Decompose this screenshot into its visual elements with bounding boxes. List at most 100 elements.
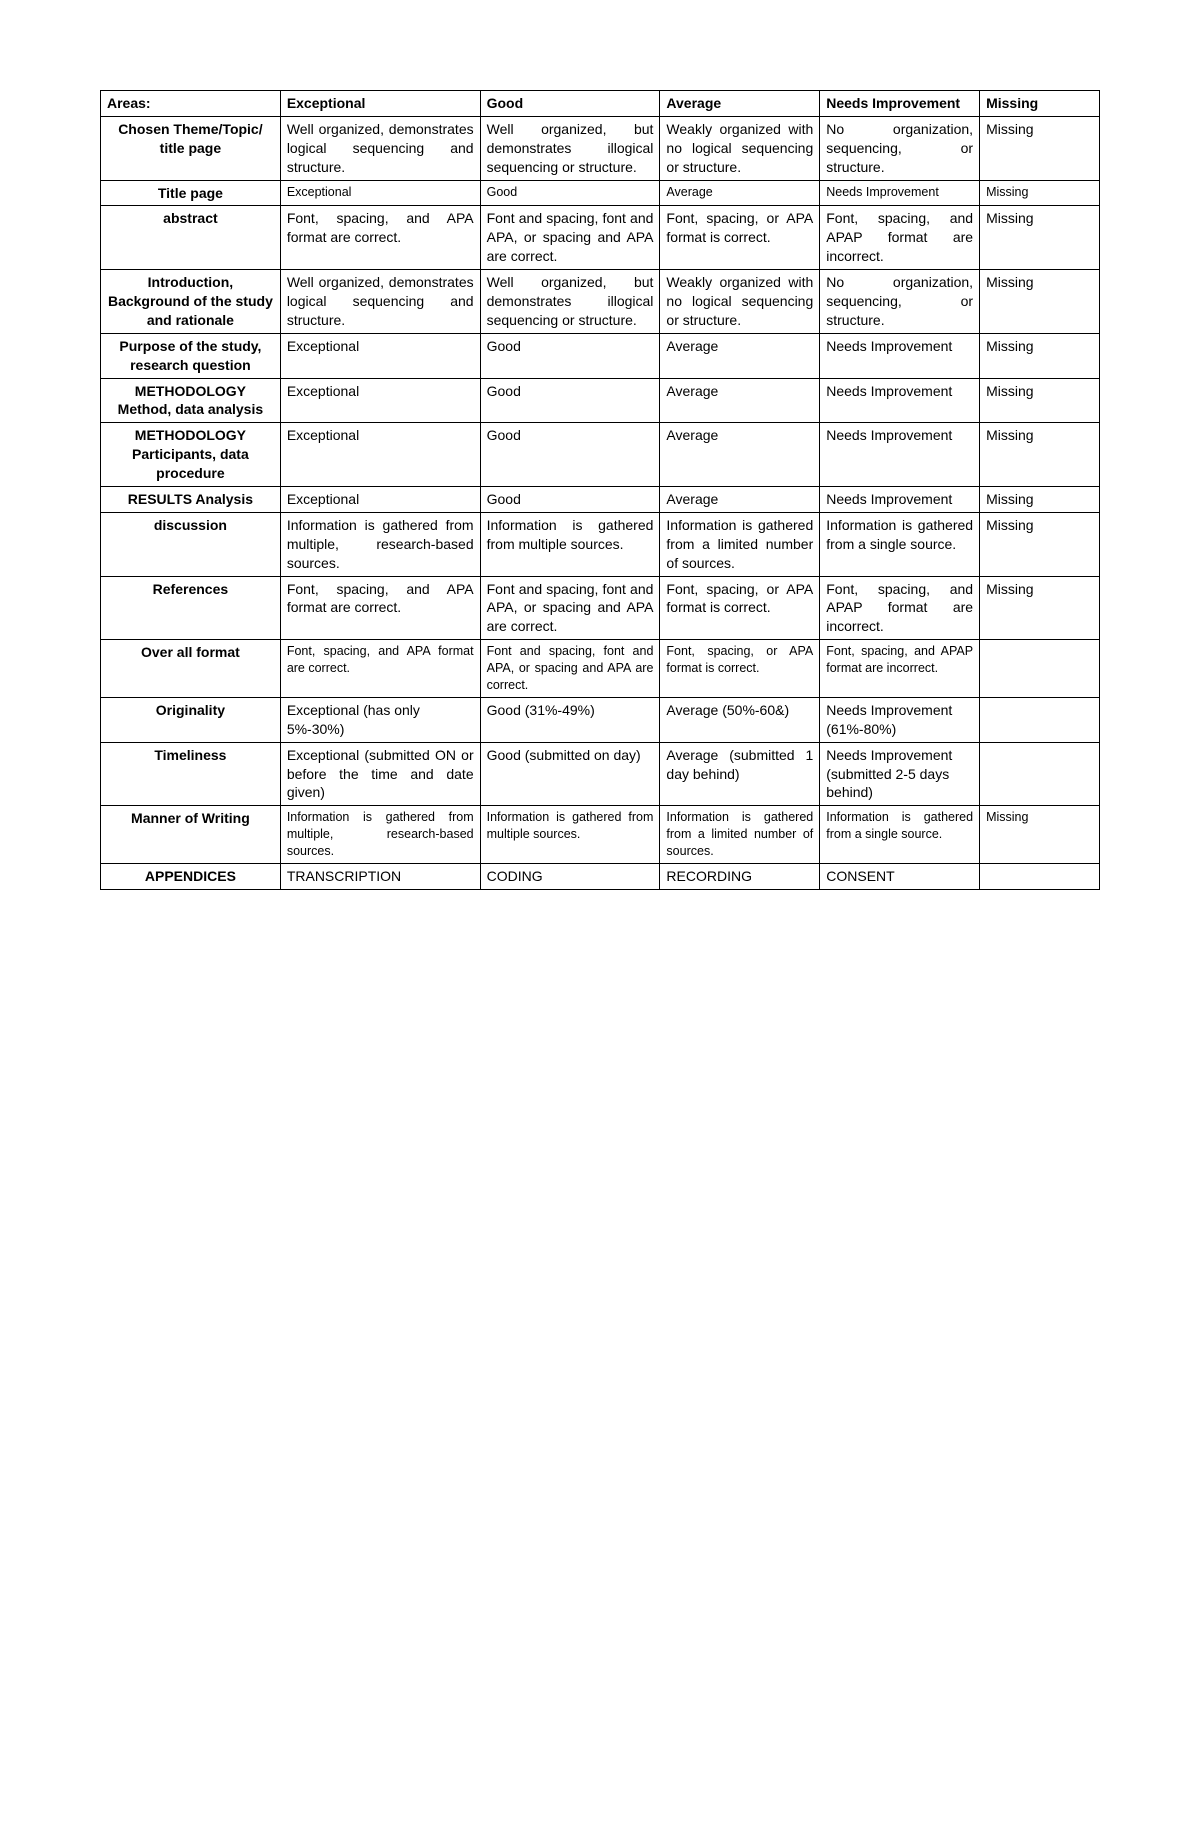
rating-cell: Weakly organized with no logical sequenc… [660,116,820,180]
area-cell: Title page [101,180,281,206]
rating-cell: Font, spacing, or APA format is correct. [660,206,820,270]
area-cell: METHODOLOGY Method, data analysis [101,378,281,423]
rating-cell: Well organized, demonstrates logical seq… [280,270,480,334]
rating-cell: Missing [980,180,1100,206]
rating-cell: TRANSCRIPTION [280,863,480,889]
col-areas: Areas: [101,91,281,117]
rating-cell: Information is gathered from multiple so… [480,512,660,576]
rating-cell: Average [660,333,820,378]
area-cell: discussion [101,512,281,576]
rating-cell: Average [660,423,820,487]
rating-cell: Needs Improvement [820,180,980,206]
table-row: METHODOLOGY Method, data analysisExcepti… [101,378,1100,423]
rating-cell: Good (31%-49%) [480,697,660,742]
rubric-table: Areas: Exceptional Good Average Needs Im… [100,90,1100,890]
table-row: OriginalityExceptional (has only 5%-30%)… [101,697,1100,742]
rating-cell: Needs Improvement (61%-80%) [820,697,980,742]
rating-cell: Font, spacing, and APAP format are incor… [820,640,980,698]
area-cell: RESULTS Analysis [101,487,281,513]
area-cell: Introduction, Background of the study an… [101,270,281,334]
rating-cell: Good (submitted on day) [480,742,660,806]
table-row: Chosen Theme/Topic/ title pageWell organ… [101,116,1100,180]
area-cell: References [101,576,281,640]
rating-cell: Font, spacing, and APA format are correc… [280,640,480,698]
table-row: discussionInformation is gathered from m… [101,512,1100,576]
rating-cell: Font and spacing, font and APA, or spaci… [480,640,660,698]
area-cell: METHODOLOGY Participants, data procedure [101,423,281,487]
area-cell: Over all format [101,640,281,698]
rating-cell: Exceptional [280,423,480,487]
rating-cell: Exceptional (submitted ON or before the … [280,742,480,806]
rating-cell: CONSENT [820,863,980,889]
rating-cell: Needs Improvement [820,333,980,378]
rating-cell: Information is gathered from a limited n… [660,512,820,576]
col-missing: Missing [980,91,1100,117]
rating-cell: Information is gathered from a limited n… [660,806,820,864]
rating-cell: Font, spacing, or APA format is correct. [660,640,820,698]
rating-cell: Missing [980,270,1100,334]
rating-cell: Good [480,180,660,206]
table-row: Manner of WritingInformation is gathered… [101,806,1100,864]
table-row: APPENDICESTRANSCRIPTIONCODINGRECORDINGCO… [101,863,1100,889]
area-cell: Purpose of the study, research question [101,333,281,378]
col-needs: Needs Improvement [820,91,980,117]
rating-cell: Average [660,378,820,423]
rating-cell [980,742,1100,806]
rating-cell: Font, spacing, or APA format is correct. [660,576,820,640]
rating-cell: Missing [980,116,1100,180]
rating-cell: Good [480,333,660,378]
rating-cell: Exceptional [280,487,480,513]
rating-cell: Good [480,423,660,487]
area-cell: abstract [101,206,281,270]
rating-cell: Average [660,180,820,206]
col-exceptional: Exceptional [280,91,480,117]
area-cell: APPENDICES [101,863,281,889]
rating-cell: Information is gathered from a single so… [820,512,980,576]
table-row: RESULTS AnalysisExceptionalGoodAverageNe… [101,487,1100,513]
rating-cell: Average (submitted 1 day behind) [660,742,820,806]
rating-cell: Font, spacing, and APAP format are incor… [820,576,980,640]
rating-cell [980,640,1100,698]
rating-cell: Font and spacing, font and APA, or spaci… [480,206,660,270]
rating-cell: Good [480,487,660,513]
rating-cell: Missing [980,487,1100,513]
rating-cell: Missing [980,206,1100,270]
rating-cell: Weakly organized with no logical sequenc… [660,270,820,334]
rating-cell: Missing [980,423,1100,487]
rating-cell [980,697,1100,742]
rating-cell: Missing [980,576,1100,640]
area-cell: Chosen Theme/Topic/ title page [101,116,281,180]
table-row: METHODOLOGY Participants, data procedure… [101,423,1100,487]
rating-cell: Missing [980,333,1100,378]
rating-cell: RECORDING [660,863,820,889]
area-cell: Manner of Writing [101,806,281,864]
table-row: abstractFont, spacing, and APA format ar… [101,206,1100,270]
rating-cell: Font and spacing, font and APA, or spaci… [480,576,660,640]
col-good: Good [480,91,660,117]
rating-cell: Well organized, demonstrates logical seq… [280,116,480,180]
rating-cell: Font, spacing, and APA format are correc… [280,576,480,640]
rating-cell: Information is gathered from multiple, r… [280,512,480,576]
table-row: TimelinessExceptional (submitted ON or b… [101,742,1100,806]
table-row: Purpose of the study, research questionE… [101,333,1100,378]
table-row: Over all formatFont, spacing, and APA fo… [101,640,1100,698]
rating-cell: Exceptional (has only 5%-30%) [280,697,480,742]
table-row: Introduction, Background of the study an… [101,270,1100,334]
rating-cell: Information is gathered from multiple, r… [280,806,480,864]
table-row: ReferencesFont, spacing, and APA format … [101,576,1100,640]
header-row: Areas: Exceptional Good Average Needs Im… [101,91,1100,117]
col-average: Average [660,91,820,117]
rating-cell: No organization, sequencing, or structur… [820,116,980,180]
rating-cell: Average [660,487,820,513]
rating-cell: Needs Improvement (submitted 2-5 days be… [820,742,980,806]
rating-cell: Missing [980,806,1100,864]
rating-cell: Average (50%-60&) [660,697,820,742]
rating-cell: Good [480,378,660,423]
rating-cell: Missing [980,512,1100,576]
rating-cell: Exceptional [280,180,480,206]
rating-cell: Missing [980,378,1100,423]
rating-cell: CODING [480,863,660,889]
rating-cell: No organization, sequencing, or structur… [820,270,980,334]
rating-cell [980,863,1100,889]
rating-cell: Font, spacing, and APAP format are incor… [820,206,980,270]
